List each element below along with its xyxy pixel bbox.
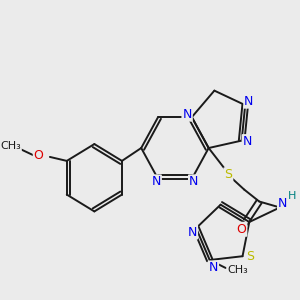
- Text: O: O: [236, 223, 246, 236]
- Text: S: S: [246, 250, 254, 263]
- Text: S: S: [224, 168, 232, 181]
- Text: N: N: [243, 135, 252, 148]
- Text: O: O: [34, 149, 44, 162]
- Text: N: N: [182, 108, 192, 121]
- Text: N: N: [189, 176, 198, 188]
- Text: N: N: [209, 261, 218, 274]
- Text: N: N: [188, 226, 197, 238]
- Text: H: H: [288, 190, 296, 201]
- Text: N: N: [278, 197, 287, 210]
- Text: N: N: [152, 176, 161, 188]
- Text: CH₃: CH₃: [227, 265, 248, 275]
- Text: CH₃: CH₃: [0, 141, 21, 151]
- Text: N: N: [244, 95, 254, 108]
